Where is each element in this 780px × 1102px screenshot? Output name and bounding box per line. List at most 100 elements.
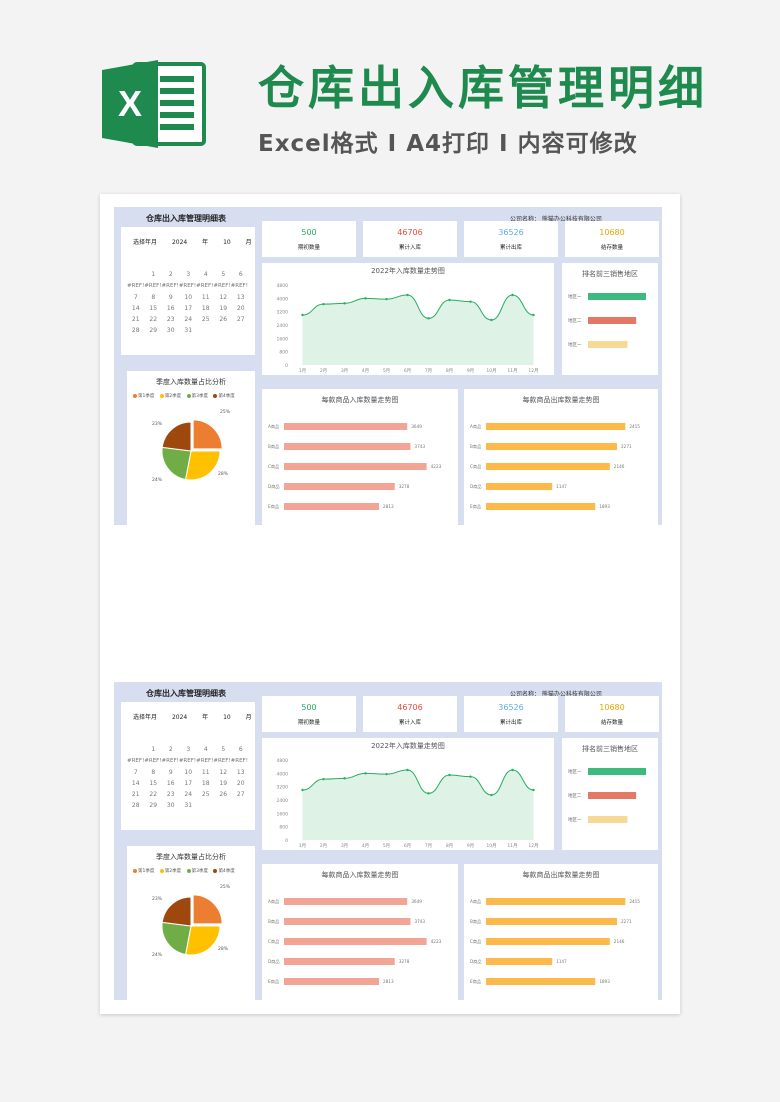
kpi-card-outbound: 36526 累计出库: [464, 221, 558, 257]
calendar-day[interactable]: 5: [221, 746, 226, 753]
bar: [486, 978, 596, 985]
calendar-day[interactable]: 20: [236, 305, 245, 312]
calendar-day[interactable]: 14: [131, 305, 140, 312]
calendar-day[interactable]: 6: [238, 271, 243, 278]
calendar-day[interactable]: 23: [166, 791, 175, 798]
calendar-day[interactable]: 18: [201, 305, 210, 312]
calendar-day[interactable]: 24: [184, 316, 193, 323]
bar: [284, 918, 411, 925]
y-tick-label: 800: [279, 350, 288, 356]
calendar-day[interactable]: [197, 327, 215, 338]
calendar-day[interactable]: 3: [186, 271, 191, 278]
calendar-day[interactable]: 29: [149, 802, 158, 809]
calendar-day[interactable]: 10: [184, 294, 193, 301]
calendar-day[interactable]: [232, 327, 250, 338]
kpi-card-opening: 500 期初数量: [262, 221, 356, 257]
calendar-day[interactable]: 30: [166, 802, 175, 809]
calendar-day[interactable]: [215, 802, 233, 813]
calendar-day[interactable]: 6: [238, 746, 243, 753]
calendar-day[interactable]: [215, 327, 233, 338]
calendar-day[interactable]: 27: [236, 316, 245, 323]
calendar-day[interactable]: 8: [151, 294, 156, 301]
calendar-day[interactable]: 28: [131, 327, 140, 334]
calendar-day[interactable]: 11: [201, 769, 210, 776]
calendar-day[interactable]: 24: [184, 791, 193, 798]
kpi-value: 36526: [498, 228, 524, 237]
bar-value-label: 3743: [414, 919, 425, 924]
calendar-day[interactable]: 21: [131, 791, 140, 798]
calendar-day[interactable]: 31: [184, 802, 193, 809]
inbound-bar-chart: 每款商品入库数量走势图 A商品 3649 B商品 3743 C商品 4223 D商品 3278…: [262, 864, 458, 1008]
calendar-day[interactable]: 22: [149, 316, 158, 323]
calendar-day[interactable]: 29: [149, 327, 158, 334]
bar-category-label: E商品: [470, 503, 481, 510]
calendar-first-row: 1 2 3 4 5 6: [127, 746, 251, 757]
calendar-day[interactable]: 25: [201, 316, 210, 323]
month-selector[interactable]: 选择年月 2024 年 10 月: [133, 712, 265, 721]
calendar-day[interactable]: 10: [184, 769, 193, 776]
calendar-day[interactable]: 7: [133, 769, 138, 776]
calendar-day[interactable]: 18: [201, 780, 210, 787]
calendar-day[interactable]: 31: [184, 327, 193, 334]
pie-data-label: 24%: [152, 477, 163, 483]
calendar-day[interactable]: 20: [236, 780, 245, 787]
calendar-day[interactable]: 19: [219, 780, 228, 787]
calendar-day[interactable]: 17: [184, 780, 193, 787]
bar-value-label: 1893: [599, 504, 610, 509]
month-selector[interactable]: 选择年月 2024 年 10 月: [133, 237, 265, 246]
data-point: [406, 768, 409, 772]
calendar-day[interactable]: 9: [168, 294, 173, 301]
bar: [486, 898, 626, 905]
bar-category-label: B商品: [470, 918, 481, 925]
calendar-day[interactable]: 11: [201, 294, 210, 301]
calendar-day[interactable]: 12: [219, 294, 228, 301]
calendar-day[interactable]: 4: [203, 271, 208, 278]
year-value[interactable]: 2024: [171, 714, 188, 721]
calendar-day[interactable]: 14: [131, 780, 140, 787]
x-tick-label: 5月: [383, 368, 390, 374]
year-value[interactable]: 2024: [171, 239, 188, 246]
calendar-day[interactable]: 13: [236, 294, 245, 301]
calendar-day[interactable]: 1: [151, 271, 156, 278]
calendar-day[interactable]: 21: [131, 316, 140, 323]
month-value[interactable]: 10: [223, 239, 231, 246]
kpi-label: 期初数量: [297, 720, 320, 726]
calendar-day[interactable]: 15: [149, 305, 158, 312]
calendar-day[interactable]: 1: [151, 746, 156, 753]
pie-legend: 第1季度 第2季度 第3季度 第4季度: [133, 393, 239, 399]
calendar-day[interactable]: 27: [236, 791, 245, 798]
x-tick-label: 4月: [362, 843, 369, 849]
calendar-day[interactable]: 16: [166, 780, 175, 787]
calendar-day[interactable]: 9: [168, 769, 173, 776]
calendar-day[interactable]: 8: [151, 769, 156, 776]
calendar-day[interactable]: 17: [184, 305, 193, 312]
calendar-day[interactable]: 13: [236, 769, 245, 776]
calendar-day[interactable]: 25: [201, 791, 210, 798]
top3-title: 排名前三销售地区: [582, 745, 638, 753]
calendar-day[interactable]: 3: [186, 746, 191, 753]
legend-item: 第3季度: [186, 393, 208, 399]
calendar-day[interactable]: 22: [149, 791, 158, 798]
calendar-day[interactable]: 2: [168, 271, 173, 278]
calendar-day[interactable]: 5: [221, 271, 226, 278]
calendar-day[interactable]: 2: [168, 746, 173, 753]
region-label: 地区一: [568, 341, 582, 348]
calendar-day[interactable]: 15: [149, 780, 158, 787]
bar: [284, 463, 427, 470]
calendar-day[interactable]: 12: [219, 769, 228, 776]
calendar-day[interactable]: 23: [166, 316, 175, 323]
calendar-day[interactable]: 4: [203, 746, 208, 753]
month-value[interactable]: 10: [223, 714, 231, 721]
calendar-day[interactable]: [232, 802, 250, 813]
calendar-day[interactable]: 28: [131, 802, 140, 809]
calendar-day[interactable]: 30: [166, 327, 175, 334]
calendar-day[interactable]: 26: [219, 791, 228, 798]
x-tick-label: 12月: [528, 368, 538, 374]
region-bar: [588, 341, 628, 348]
calendar-day[interactable]: 7: [133, 294, 138, 301]
pie-legend: 第1季度 第2季度 第3季度 第4季度: [133, 868, 239, 874]
calendar-day[interactable]: 16: [166, 305, 175, 312]
calendar-day[interactable]: [197, 802, 215, 813]
calendar-day[interactable]: 26: [219, 316, 228, 323]
calendar-day[interactable]: 19: [219, 305, 228, 312]
